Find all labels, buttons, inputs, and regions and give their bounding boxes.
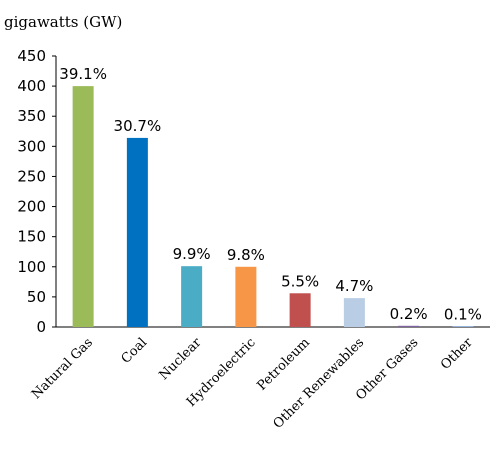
data-labels: 39.1% 30.7% 9.9% 9.8% 5.5% 4.7% 0.2% 0.1%: [59, 65, 482, 323]
bar: [398, 325, 420, 327]
category-label: Coal: [119, 335, 151, 367]
bar: [235, 266, 257, 327]
data-label: 5.5%: [281, 272, 319, 290]
category-label: Petroleum: [254, 335, 312, 393]
category-label: Other Renewables: [271, 335, 368, 432]
y-axis-title: gigawatts (GW): [4, 13, 122, 31]
data-label: 0.1%: [444, 305, 482, 323]
bars: [72, 86, 474, 327]
bar: [343, 298, 365, 327]
data-label: 30.7%: [114, 117, 162, 135]
data-label: 9.9%: [173, 245, 211, 263]
bar: [126, 137, 148, 327]
data-label: 39.1%: [59, 65, 107, 83]
y-tick-label: 450: [17, 47, 46, 65]
category-label: Natural Gas: [29, 335, 96, 402]
bar: [181, 266, 203, 327]
y-tick-label: 250: [17, 167, 46, 185]
y-tick-label: 150: [17, 228, 46, 246]
y-tick-label: 350: [17, 107, 46, 125]
category-label: Nuclear: [156, 335, 205, 384]
data-label: 0.2%: [390, 305, 428, 323]
y-tick-label: 100: [17, 258, 46, 276]
data-label: 9.8%: [227, 246, 265, 264]
data-label: 4.7%: [335, 277, 373, 295]
category-labels: Natural Gas Coal NuclearHydroelectricPetro…: [29, 335, 476, 432]
y-tick-label: 300: [17, 137, 46, 155]
bar: [72, 86, 94, 327]
bar: [289, 293, 311, 327]
y-tick-label: 0: [36, 318, 46, 336]
y-tick-label: 50: [27, 288, 46, 306]
bar: [452, 326, 474, 327]
y-axis-ticks: 0 50 100 150 200 250 300 350 400 450: [17, 47, 56, 336]
category-label: Other: [438, 335, 476, 373]
y-tick-label: 400: [17, 77, 46, 95]
y-tick-label: 200: [17, 198, 46, 216]
